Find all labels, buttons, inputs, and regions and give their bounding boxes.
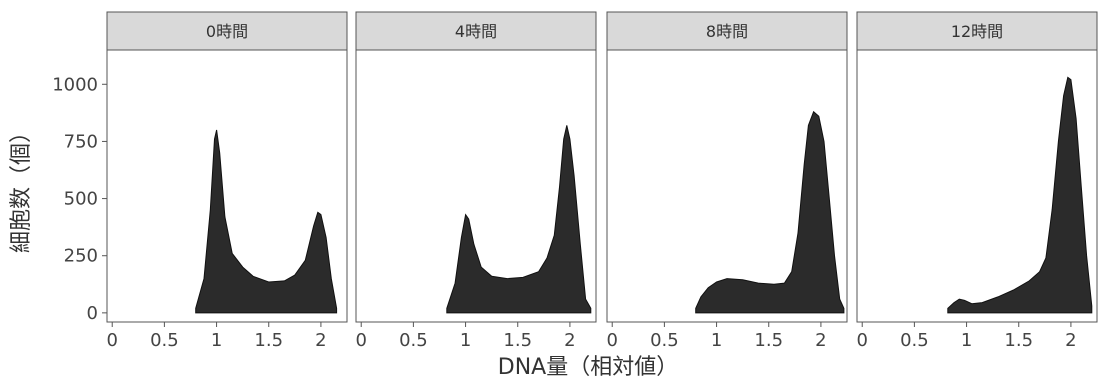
x-tick-label: 0 [856, 330, 867, 351]
panel-strip [606, 11, 848, 51]
x-tick-label: 1 [211, 330, 222, 351]
density-area [195, 129, 338, 314]
x-tick-label: 1 [460, 330, 471, 351]
panel-title: 8時間 [706, 22, 748, 41]
x-tick-label: 2 [815, 330, 826, 351]
x-axis-label: DNA量（相対値） [498, 355, 678, 380]
x-tick-label: 0.5 [900, 330, 929, 351]
x-tick-label: 0.5 [150, 330, 179, 351]
panel-title: 4時間 [455, 22, 497, 41]
density-area [446, 125, 592, 314]
x-tick-label: 0 [106, 330, 117, 351]
y-axis-label: 細胞数（個） [9, 121, 34, 253]
x-tick-label: 1.5 [254, 330, 283, 351]
y-tick-label: 1000 [52, 74, 98, 95]
y-tick-label: 0 [87, 303, 98, 324]
x-tick-label: 0.5 [650, 330, 679, 351]
y-tick-label: 500 [64, 189, 98, 210]
density-area [947, 76, 1093, 314]
x-tick-label: 1 [711, 330, 722, 351]
x-tick-label: 0.5 [399, 330, 428, 351]
x-tick-label: 2 [315, 330, 326, 351]
panel-title: 12時間 [951, 22, 1003, 41]
panel-strip [856, 11, 1098, 51]
panel-strip [106, 11, 348, 51]
y-tick-label: 250 [64, 246, 98, 267]
x-tick-label: 1.5 [1004, 330, 1033, 351]
x-tick-label: 0 [355, 330, 366, 351]
y-tick-label: 750 [64, 131, 98, 152]
x-tick-label: 0 [606, 330, 617, 351]
x-tick-label: 2 [1065, 330, 1076, 351]
panel-title: 0時間 [206, 22, 248, 41]
x-tick-label: 1.5 [754, 330, 783, 351]
density-area [695, 110, 845, 314]
x-tick-label: 2 [564, 330, 575, 351]
x-tick-label: 1 [961, 330, 972, 351]
x-tick-label: 1.5 [503, 330, 532, 351]
